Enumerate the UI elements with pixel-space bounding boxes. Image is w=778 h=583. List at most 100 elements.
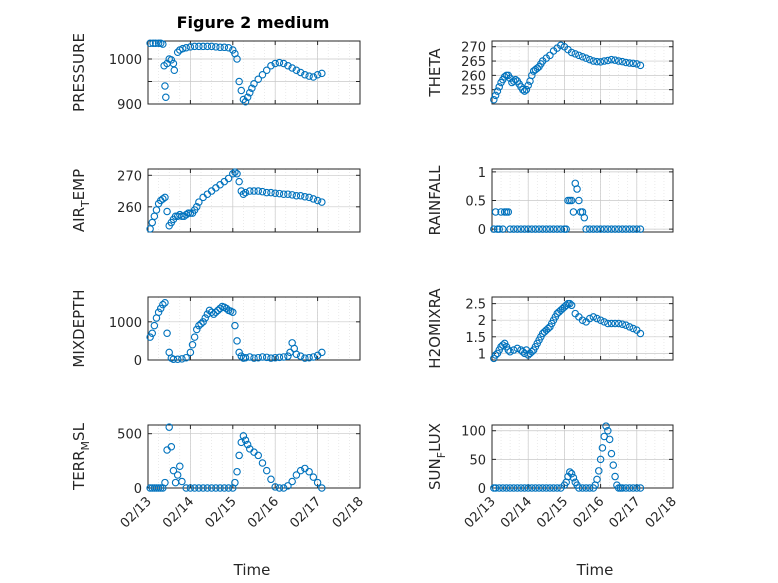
data-point: [262, 466, 271, 475]
data-point: [504, 208, 513, 216]
y-tick-label: 255: [461, 84, 486, 99]
data-point: [497, 208, 505, 216]
data-point: [284, 61, 292, 70]
data-point: [318, 348, 326, 357]
data-point: [553, 225, 561, 233]
data-point: [150, 321, 159, 330]
figure-title: Figure 2 medium: [177, 13, 330, 32]
data-point: [309, 73, 318, 81]
x-tick-label: 02/13: [462, 494, 499, 531]
data-point: [186, 43, 195, 51]
data-point: [582, 225, 590, 233]
data-point: [241, 436, 250, 444]
data-point: [528, 347, 536, 356]
data-point: [239, 432, 248, 440]
data-point: [567, 196, 576, 205]
y-tick-label: 260: [117, 201, 142, 216]
data-point: [305, 353, 313, 362]
data-point: [500, 73, 509, 81]
data-point: [578, 52, 587, 61]
data-point: [528, 225, 536, 233]
data-point: [622, 321, 630, 329]
data-point: [296, 192, 305, 200]
data-point: [318, 484, 326, 492]
data-point: [535, 225, 543, 233]
data-point: [279, 59, 288, 68]
data-point: [604, 225, 612, 233]
data-point: [531, 225, 540, 233]
data-point: [598, 444, 607, 452]
data-point: [173, 355, 182, 363]
data-point: [604, 56, 612, 65]
data-point: [611, 56, 619, 64]
x-tick-label: 02/18: [330, 494, 367, 531]
data-point: [313, 71, 322, 79]
data-point: [182, 210, 190, 219]
data-point: [305, 467, 313, 476]
data-point: [209, 310, 218, 318]
data-point: [607, 55, 616, 64]
data-point: [517, 225, 525, 233]
y-axis-title-tail: EMP: [70, 169, 88, 200]
data-point: [578, 484, 587, 492]
y-tick-label: 900: [117, 98, 142, 113]
data-point: [491, 91, 500, 100]
data-point: [509, 346, 518, 354]
data-point: [607, 449, 616, 458]
y-axis-title-main: AIR: [70, 207, 88, 232]
data-point: [169, 466, 178, 475]
data-point: [622, 484, 630, 492]
x-tick-label: 02/15: [534, 494, 571, 531]
x-tick-label: 02/16: [245, 494, 282, 531]
data-point: [582, 484, 590, 492]
data-point: [504, 346, 513, 354]
y-axis-title-tail: SL: [70, 422, 88, 441]
data-point: [301, 71, 309, 79]
data-point: [173, 48, 182, 56]
data-point: [313, 478, 322, 487]
data-point: [178, 477, 186, 486]
data-point: [629, 59, 637, 68]
data-point: [301, 354, 309, 362]
data-point: [491, 351, 500, 359]
data-point: [212, 308, 220, 317]
data-point: [569, 473, 578, 482]
data-point: [241, 188, 250, 197]
data-point: [575, 51, 583, 60]
data-point: [618, 320, 627, 328]
y-axis-title-subscript: T: [79, 200, 92, 208]
y-tick-label: 0: [478, 482, 486, 497]
data-point: [622, 58, 630, 67]
data-point: [152, 206, 161, 214]
data-point: [611, 319, 619, 328]
data-point: [237, 352, 246, 360]
data-point: [562, 301, 570, 310]
data-point: [258, 459, 267, 467]
data-point: [161, 82, 169, 90]
x-axis-title-left: Time: [233, 561, 271, 579]
data-point: [182, 353, 190, 362]
data-point: [235, 451, 243, 460]
data-point: [267, 188, 275, 197]
x-tick-label: 02/15: [203, 494, 240, 531]
data-point: [212, 484, 220, 492]
data-point: [633, 484, 641, 492]
data-point: [567, 469, 576, 478]
data-point: [625, 225, 634, 233]
data-point: [609, 461, 618, 469]
y-axis-title-main: THETA: [426, 48, 444, 98]
data-point: [151, 39, 160, 47]
data-point: [571, 50, 580, 58]
data-point: [493, 87, 502, 95]
data-point: [618, 484, 627, 492]
data-point: [585, 55, 594, 64]
data-point: [286, 348, 294, 357]
y-axis-title-main: SUN: [426, 458, 444, 490]
data-point: [546, 51, 554, 60]
data-point: [161, 298, 169, 307]
data-point: [184, 209, 193, 217]
y-tick-label: 1.5: [465, 331, 486, 346]
data-point: [533, 64, 541, 72]
y-tick-label: 1: [478, 347, 486, 362]
